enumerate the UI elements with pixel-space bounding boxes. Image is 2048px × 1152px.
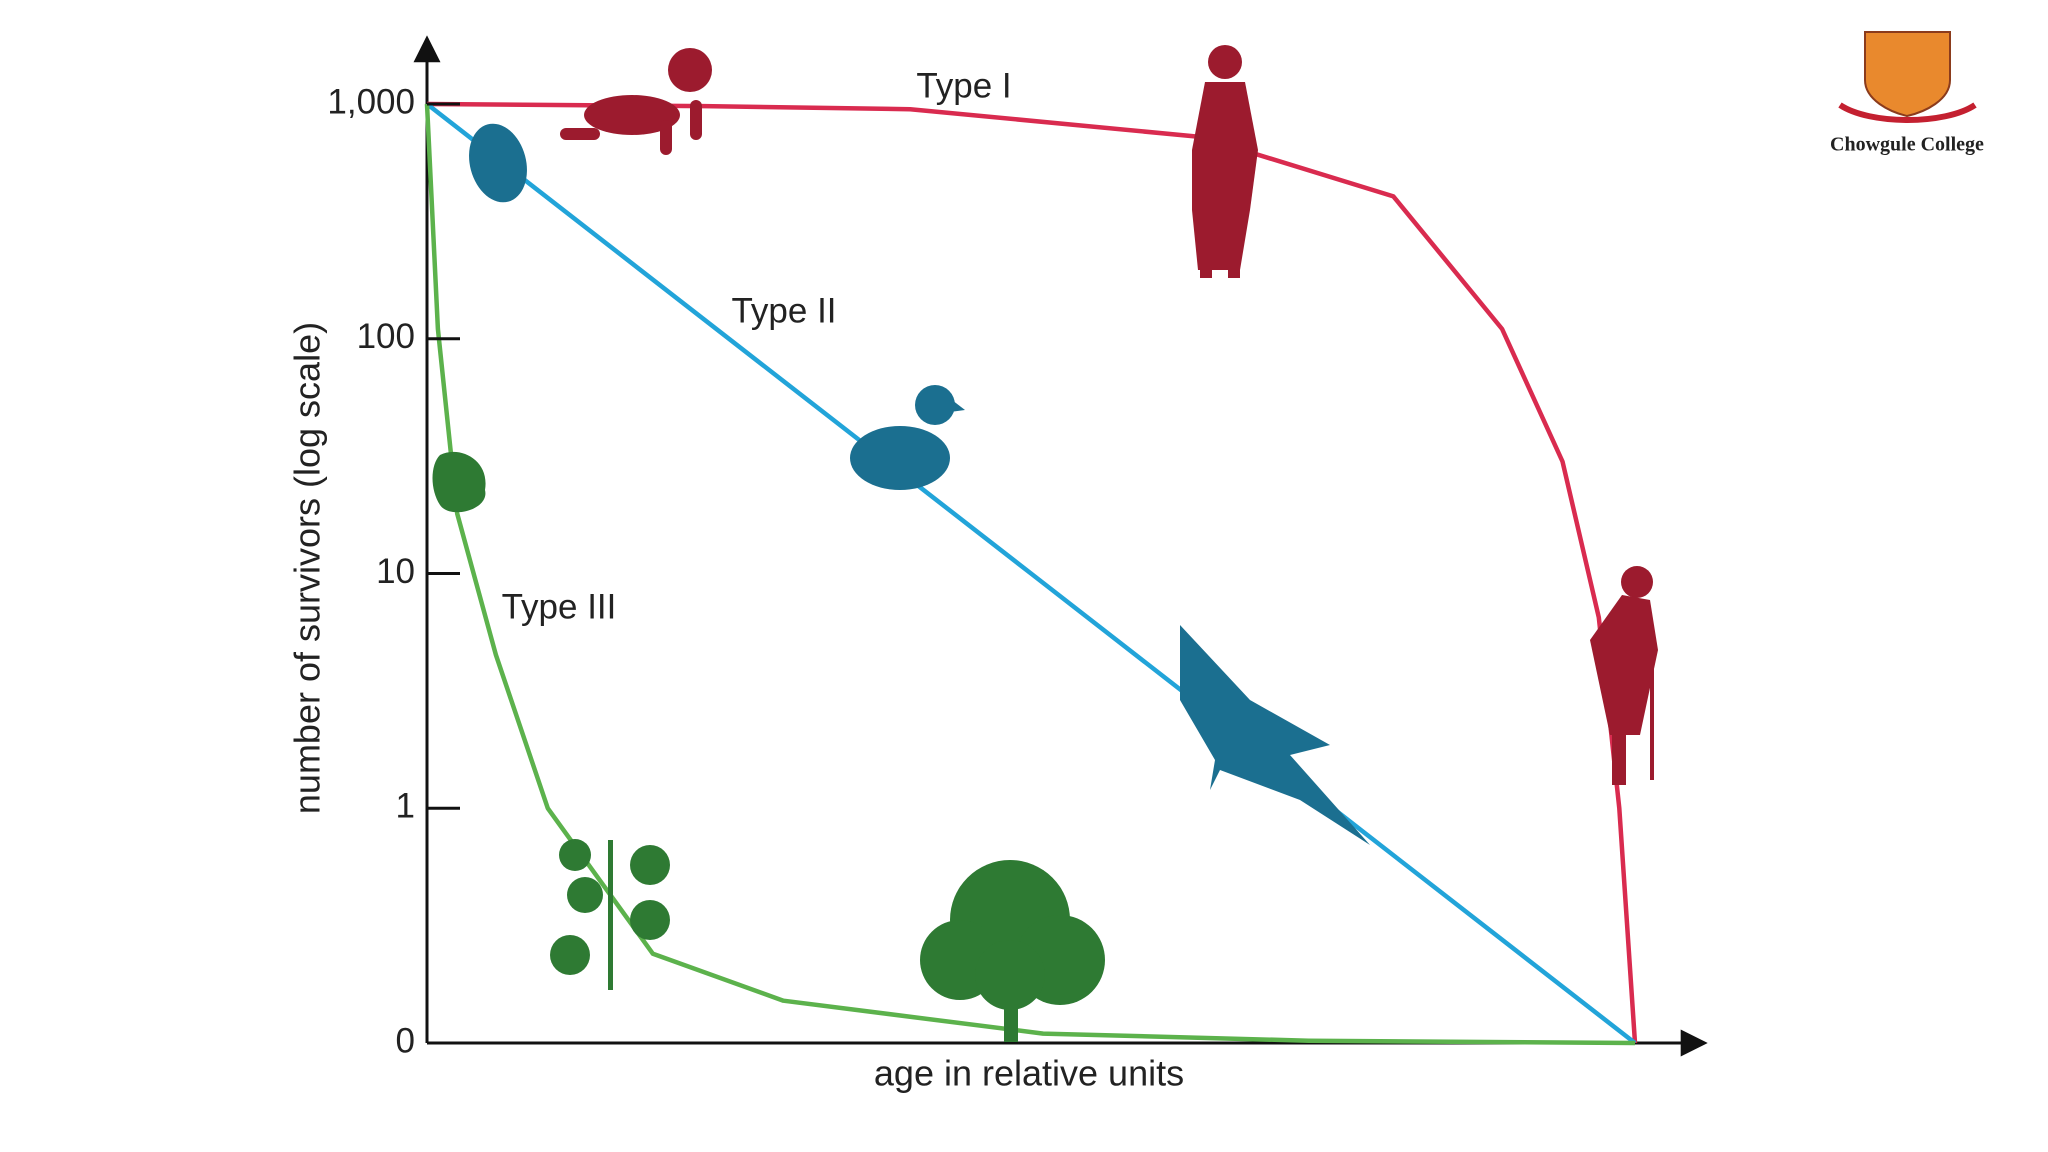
survivorship-curve	[425, 102, 1637, 1045]
silhouettes	[432, 45, 1658, 1042]
curve-label: Type I	[916, 66, 1011, 105]
tree-silhouette	[920, 860, 1105, 1042]
old-man-silhouette	[1590, 566, 1658, 785]
logo-text: Chowgule College	[1830, 134, 1984, 156]
baby-silhouette	[560, 48, 712, 155]
curve-label: Type III	[502, 587, 617, 626]
woman-silhouette	[1192, 45, 1258, 278]
y-tick-label: 100	[357, 317, 415, 356]
bird-silhouette	[850, 385, 965, 490]
y-tick-label: 1	[396, 787, 415, 826]
y-axis-title: number of survivors (log scale)	[287, 322, 328, 814]
y-tick-label: 10	[376, 552, 415, 591]
survivorship-curve	[424, 103, 1636, 1046]
egg-silhouette	[469, 123, 527, 203]
x-axis-title: age in relative units	[874, 1053, 1184, 1094]
y-tick-label: 1,000	[327, 82, 415, 121]
y-tick-label: 0	[396, 1021, 415, 1060]
seed-silhouette	[432, 451, 486, 513]
logo: Chowgule College	[1830, 31, 1984, 156]
sapling-silhouette	[550, 839, 670, 990]
eagle-silhouette	[1180, 625, 1370, 845]
curve-label: Type II	[731, 291, 836, 330]
